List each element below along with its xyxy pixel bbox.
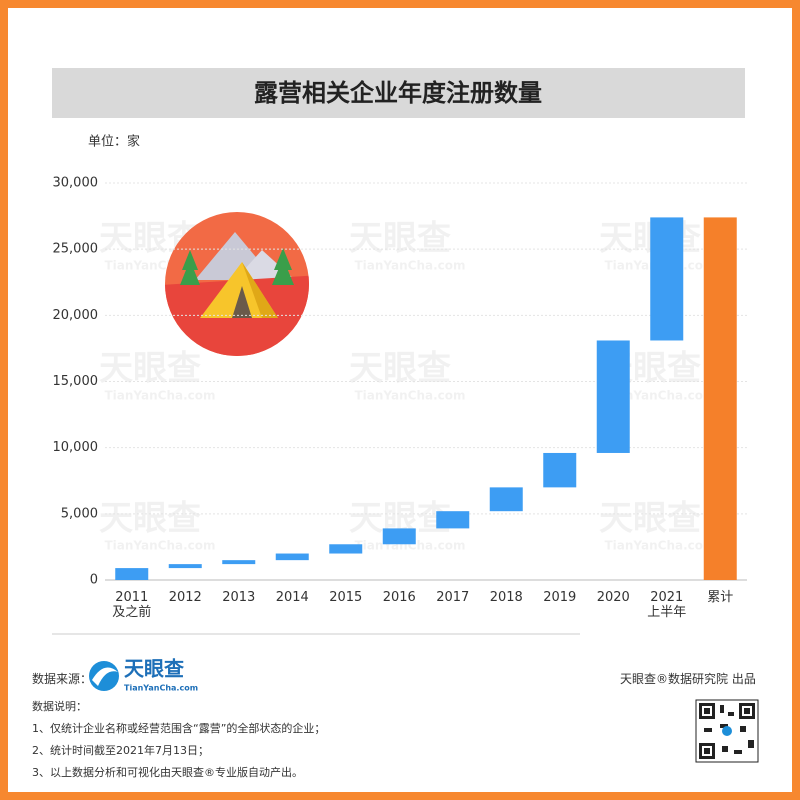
title-band xyxy=(52,68,745,118)
x-tick-label: 2017 xyxy=(436,590,470,605)
qr-code xyxy=(695,699,759,763)
bar xyxy=(489,487,523,512)
x-tick-label: 2015 xyxy=(329,590,363,605)
watermark: 天眼查 xyxy=(349,219,451,259)
note: 1、仅统计企业名称或经营范围含“露营”的全部状态的企业； xyxy=(32,722,326,735)
bar xyxy=(382,528,416,545)
x-tick-label: 2012 xyxy=(168,590,202,605)
watermark: 天眼查 xyxy=(599,219,701,259)
bar xyxy=(436,511,470,529)
x-tick-label: 2020 xyxy=(596,590,630,605)
watermark: 天眼查 xyxy=(349,349,451,389)
watermark: TianYanCha.com xyxy=(354,389,465,403)
x-tick-label: 2011 及之前 xyxy=(112,590,152,620)
footer-logo: 天眼查 TianYanCha.com xyxy=(89,657,198,693)
watermarks: 天眼查TianYanCha.com天眼查TianYanCha.com天眼查Tia… xyxy=(99,219,716,553)
watermark: TianYanCha.com xyxy=(104,389,215,403)
logo-url: TianYanCha.com xyxy=(124,684,198,693)
bar xyxy=(168,564,202,569)
y-tick-label: 20,000 xyxy=(53,308,99,323)
x-tick-label: 累计 xyxy=(707,590,734,605)
x-tick-label: 2018 xyxy=(489,590,523,605)
bar xyxy=(115,568,149,580)
bar xyxy=(543,452,577,488)
watermark: TianYanCha.com xyxy=(104,539,215,553)
watermark: TianYanCha.com xyxy=(354,539,465,553)
watermark: 天眼查 xyxy=(99,499,201,539)
total-bar xyxy=(703,217,737,580)
y-tick-label: 25,000 xyxy=(53,242,99,257)
x-tick-label: 2019 xyxy=(543,590,577,605)
chart-title: 露营相关企业年度注册数量 xyxy=(254,79,542,107)
y-tick-label: 5,000 xyxy=(61,506,98,521)
watermark: TianYanCha.com xyxy=(354,259,465,273)
watermark: TianYanCha.com xyxy=(604,539,715,553)
y-tick-label: 30,000 xyxy=(53,176,99,191)
watermark: 天眼查 xyxy=(99,349,201,389)
notes-title: 数据说明： xyxy=(32,700,87,713)
x-tick-label: 2016 xyxy=(382,590,416,605)
source-label: 数据来源： xyxy=(32,672,93,686)
bar xyxy=(275,553,309,561)
y-tick-label: 15,000 xyxy=(53,374,99,389)
watermark: 天眼查 xyxy=(599,499,701,539)
note: 3、以上数据分析和可视化由天眼查®专业版自动产出。 xyxy=(32,766,303,779)
logo-name: 天眼查 xyxy=(124,657,184,681)
unit-label: 单位：家 xyxy=(88,134,140,150)
x-tick-label: 2014 xyxy=(275,590,309,605)
note: 2、统计时间截至2021年7月13日； xyxy=(32,744,209,757)
camp-illustration xyxy=(165,212,309,356)
watermark: TianYanCha.com xyxy=(604,389,715,403)
bar xyxy=(650,217,684,341)
y-tick-label: 10,000 xyxy=(53,440,99,455)
x-tick-label: 2021 上半年 xyxy=(647,590,687,620)
bar xyxy=(329,544,363,554)
x-tick-label: 2013 xyxy=(222,590,256,605)
producer: 天眼查®数据研究院 出品 xyxy=(620,672,756,686)
card: 露营相关企业年度注册数量 单位：家 天眼查 TianYanCha.com 天眼查 Ti… xyxy=(8,8,792,792)
y-tick-label: 0 xyxy=(90,573,98,588)
bar xyxy=(596,340,630,453)
chart: 露营相关企业年度注册数量 单位：家 天眼查TianYanCha.com天眼查Ti… xyxy=(52,68,759,763)
bar xyxy=(222,560,256,565)
